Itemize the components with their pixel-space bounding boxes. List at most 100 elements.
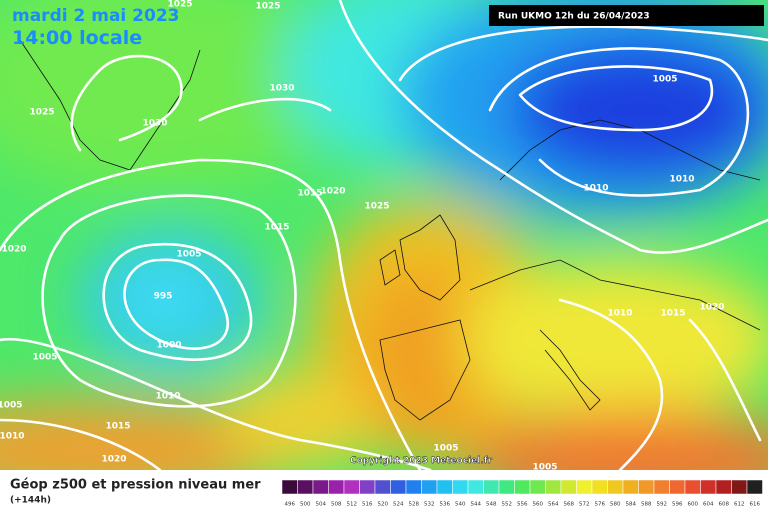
legend-swatch (467, 479, 484, 495)
forecast-date: mardi 2 mai 2023 (12, 6, 179, 26)
legend-swatch (390, 479, 407, 495)
legend-label: 512 (347, 502, 358, 508)
legend-swatch (452, 479, 469, 495)
isobar-label: 1010 (0, 432, 25, 442)
isobar-label: 1015 (660, 309, 685, 319)
isobar-label: 1020 (101, 455, 126, 465)
isobars (0, 0, 768, 470)
isobar-label: 1015 (105, 422, 130, 432)
run-info: Run UKMO 12h du 26/04/2023 (498, 12, 650, 22)
legend-swatch (746, 479, 763, 495)
legend-label: 576 (595, 502, 606, 508)
isobar-label: 995 (154, 292, 173, 302)
run-box (489, 5, 764, 26)
legend-label: 552 (502, 502, 513, 508)
legend-swatch (560, 479, 577, 495)
copyright: Copyright 2023 Meteociel.fr (350, 456, 493, 466)
isobar-label: 1005 (176, 250, 201, 260)
legend-swatch (312, 479, 329, 495)
legend-label: 608 (719, 502, 730, 508)
legend-swatch (591, 479, 608, 495)
legend-label: 548 (486, 502, 497, 508)
legend-swatch (653, 479, 670, 495)
legend-swatch (622, 479, 639, 495)
isobar-label: 1005 (0, 401, 23, 411)
isobar-label: 1015 (297, 189, 322, 199)
legend-swatch (529, 479, 546, 495)
isobar-label: 1005 (433, 444, 458, 454)
legend-label: 568 (564, 502, 575, 508)
legend-swatch (405, 479, 422, 495)
isobar-label: 1010 (669, 175, 694, 185)
isobar-label: 1025 (364, 202, 389, 212)
legend-swatch (715, 479, 732, 495)
legend-swatch (545, 479, 562, 495)
legend-label: 596 (672, 502, 683, 508)
legend-swatch (731, 479, 748, 495)
legend-swatch (483, 479, 500, 495)
legend-label: 528 (409, 502, 420, 508)
legend-label: 524 (393, 502, 404, 508)
legend-swatch (436, 479, 453, 495)
legend-label: 584 (626, 502, 637, 508)
isobar-labels: 1025 102510301025103010051010101010151020… (0, 0, 725, 473)
legend-label: 616 (750, 502, 761, 508)
isobar-label: 1020 (1, 245, 26, 255)
isobar-label: 1020 (320, 187, 345, 197)
footer-lead: (+144h) (10, 496, 51, 506)
legend-label: 572 (579, 502, 590, 508)
isobar-label: 1005 (652, 75, 677, 85)
legend-label: 564 (548, 502, 559, 508)
isobar-label: 1025 (167, 0, 192, 10)
legend-label: 592 (657, 502, 668, 508)
legend-swatch (514, 479, 531, 495)
legend-label: 504 (316, 502, 327, 508)
legend-swatch (328, 479, 345, 495)
legend-swatch (359, 479, 376, 495)
color-legend: 496 500 504 508 512 516 520 524 528 532 536 540 544 5… (281, 479, 763, 508)
isobar-label: 1030 (142, 119, 167, 129)
isobar-label: 1005 (32, 353, 57, 363)
legend-swatch (684, 479, 701, 495)
legend-label: 500 (300, 502, 311, 508)
legend-label: 536 (440, 502, 451, 508)
isobar-label: 1030 (269, 84, 294, 94)
coastlines (19, 39, 761, 421)
legend-swatch (343, 479, 360, 495)
legend-label: 508 (331, 502, 342, 508)
footer-title: Géop z500 et pression niveau mer (10, 478, 261, 493)
legend-swatch (576, 479, 593, 495)
legend-swatch (700, 479, 717, 495)
legend-label: 532 (424, 502, 435, 508)
isobar-label: 1025 (29, 108, 54, 118)
legend-label: 604 (703, 502, 714, 508)
isobar-label: 1020 (699, 303, 724, 313)
legend-label: 544 (471, 502, 482, 508)
isobar-label: 1000 (156, 341, 181, 351)
legend-swatch (669, 479, 686, 495)
legend-swatch (607, 479, 624, 495)
legend-label: 600 (688, 502, 699, 508)
isobar-label: 1025 (255, 2, 280, 12)
isobar-label: 1015 (264, 223, 289, 233)
legend-label: 588 (641, 502, 652, 508)
legend-swatch (297, 479, 314, 495)
legend-label: 560 (533, 502, 544, 508)
legend-label: 612 (734, 502, 745, 508)
isobar-label: 1010 (607, 309, 632, 319)
legend-label: 496 (285, 502, 296, 508)
legend-label: 580 (610, 502, 621, 508)
isobar-label: 1010 (155, 392, 180, 402)
legend-swatch (498, 479, 515, 495)
isobar-label: 1005 (532, 463, 557, 473)
legend-label: 516 (362, 502, 373, 508)
legend-swatch (374, 479, 391, 495)
legend-swatch (281, 479, 298, 495)
legend-swatch (421, 479, 438, 495)
legend-swatch (638, 479, 655, 495)
legend-label: 556 (517, 502, 528, 508)
legend-label: 520 (378, 502, 389, 508)
isobar-label: 1010 (583, 184, 608, 194)
